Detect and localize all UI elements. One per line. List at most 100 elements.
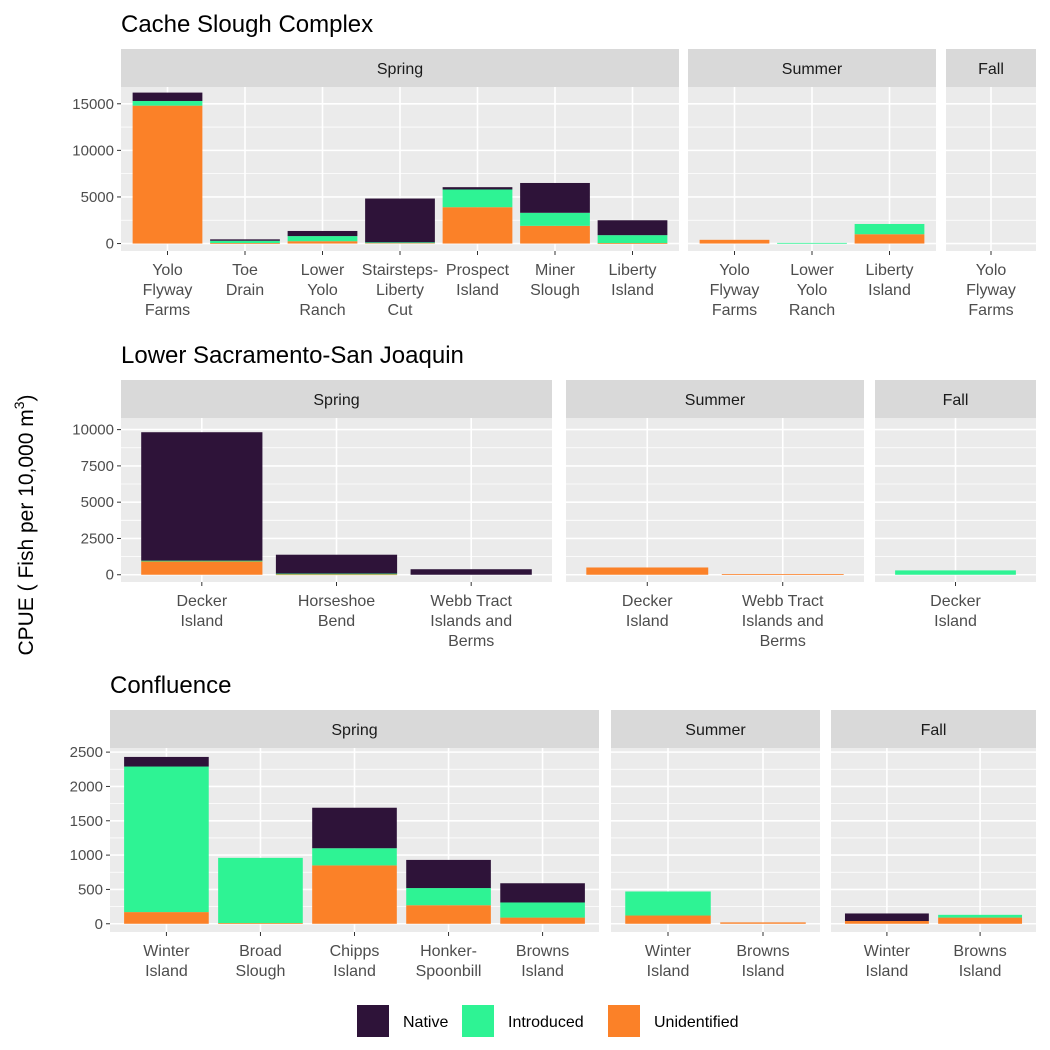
y-tick-label: 7500: [81, 458, 114, 475]
y-tick-label: 0: [95, 916, 103, 933]
facet-strip: [611, 710, 820, 748]
bar-segment-introduced: [854, 223, 925, 235]
x-tick-label: Decker Island: [622, 593, 673, 630]
legend-swatch-introduced: [462, 1005, 494, 1037]
x-tick-label: Webb Tract Islands and Berms: [430, 593, 512, 650]
x-tick-label: Webb Tract Islands and Berms: [742, 593, 824, 650]
y-axis-label-main: CPUE ( Fish per 10,000 m: [15, 409, 38, 655]
y-tick-label: 5000: [81, 494, 114, 511]
bar-segment-unidentified: [938, 917, 1023, 924]
x-tick-label: Decker Island: [176, 593, 227, 630]
bar-segment-introduced: [132, 100, 203, 106]
bar-segment-introduced: [625, 891, 711, 916]
y-tick-label: 5000: [81, 189, 114, 206]
bar-segment-unidentified: [721, 574, 844, 575]
x-tick-label: Yolo Flyway Farms: [143, 262, 193, 319]
legend-label-unidentified: Unidentified: [654, 1014, 739, 1031]
bar-segment-unidentified: [287, 241, 358, 244]
facet-strip: [121, 49, 679, 87]
bar-segment-unidentified: [275, 574, 398, 576]
bar-segment-introduced: [442, 189, 513, 208]
x-tick-label: Browns Island: [736, 943, 789, 980]
bar-segment-unidentified: [442, 207, 513, 244]
facet-fall: Fall Winter Island Browns Island: [831, 710, 1036, 980]
bar-segment-unidentified: [854, 234, 925, 244]
facet-strip-label: Summer: [782, 61, 843, 78]
bar-segment-native: [132, 92, 203, 101]
bar-segment-native: [410, 569, 532, 575]
x-tick-label: Yolo Flyway Farms: [710, 262, 760, 319]
y-tick-label: 1000: [70, 847, 103, 864]
bar-segment-introduced: [124, 766, 209, 913]
bar-segment-unidentified: [132, 105, 203, 244]
legend-swatch-native: [357, 1005, 389, 1037]
facet-strip-label: Fall: [978, 61, 1004, 78]
bar-segment-introduced: [210, 240, 280, 244]
bar-segment-native: [844, 913, 929, 922]
panel-title: Confluence: [110, 672, 231, 699]
facet-strip-label: Fall: [943, 392, 969, 409]
bar-segment-unidentified: [720, 922, 806, 924]
facet-strip-label: Spring: [313, 392, 359, 409]
bar-segment-native: [406, 859, 491, 889]
x-tick-label: Lower Yolo Ranch: [299, 262, 345, 319]
bar-segment-introduced: [777, 242, 847, 244]
x-tick-label: Stairsteps-Liberty Cut: [362, 262, 438, 319]
x-tick-label: Toe Drain: [226, 262, 264, 299]
x-tick-label: Lower Yolo Ranch: [789, 262, 835, 319]
y-tick-label: 2500: [81, 530, 114, 547]
facet-strip: [946, 49, 1036, 87]
facet-fall: Fall Yolo Flyway Farms: [946, 49, 1036, 319]
x-tick-label: Browns Island: [953, 943, 1006, 980]
x-tick-label: Winter Island: [864, 943, 911, 980]
facet-strip-label: Fall: [921, 722, 947, 739]
facet-strip: [121, 380, 552, 418]
facet-spring: Spring Yolo Flyway Farms Toe Drain Lower Yolo Ra…: [121, 49, 679, 319]
facet-summer: Summer Yolo Flyway Farms Lower Yolo Ranch Liber…: [688, 49, 936, 319]
bar-segment-unidentified: [210, 243, 280, 244]
x-tick-label: Liberty Island: [608, 262, 656, 299]
bar-segment-introduced: [520, 212, 590, 226]
y-tick-label: 0: [106, 567, 114, 584]
legend-label-native: Native: [403, 1014, 448, 1031]
bar-segment-unidentified: [141, 560, 263, 575]
bar-segment-unidentified: [124, 912, 209, 924]
y-tick-label: 2000: [70, 778, 103, 795]
facet-fall: Fall Decker Island: [875, 380, 1036, 630]
chart-panels: Cache Slough Complex050001000015000Sprin…: [70, 11, 1036, 980]
y-tick-label: 10000: [72, 142, 114, 159]
bar-segment-native: [312, 807, 397, 849]
bar-segment-introduced: [275, 573, 398, 575]
x-tick-label: Broad Slough: [236, 943, 286, 980]
bar-segment-native: [442, 187, 513, 190]
x-tick-label: Chipps Island: [330, 943, 380, 980]
bar-segment-native: [210, 239, 280, 241]
x-tick-label: Decker Island: [930, 593, 981, 630]
bar-segment-unidentified: [500, 917, 585, 924]
bar-segment-introduced: [365, 242, 435, 244]
y-axis-label-close: ): [15, 394, 38, 401]
x-tick-label: Horseshoe Bend: [298, 593, 375, 630]
legend: Native Introduced Unidentified: [357, 1005, 739, 1037]
bar-segment-introduced: [406, 888, 491, 906]
x-tick-label: Yolo Flyway Farms: [966, 262, 1016, 319]
bar-segment-introduced: [312, 848, 397, 866]
facet-summer: Summer Decker Island Webb Tract Islands and B…: [566, 380, 864, 650]
facet-summer: Summer Winter Island Browns Island: [611, 710, 820, 980]
y-tick-label: 10000: [72, 422, 114, 439]
facet-strip-label: Spring: [331, 722, 377, 739]
panel-title: Lower Sacramento-San Joaquin: [121, 342, 464, 369]
facet-strip: [688, 49, 936, 87]
facet-plot-area: [831, 748, 1036, 932]
bar-segment-unidentified: [406, 905, 491, 924]
facet-strip-label: Spring: [377, 61, 423, 78]
x-tick-label: Winter Island: [143, 943, 190, 980]
x-tick-label: Honker-Spoonbill: [416, 943, 482, 980]
bar-segment-introduced: [141, 560, 263, 562]
bar-segment-native: [141, 432, 263, 561]
facet-spring: Spring Winter Island Broad Slough Chipps Islan…: [110, 710, 599, 980]
bar-segment-unidentified: [218, 923, 303, 924]
y-tick-label: 15000: [72, 96, 114, 113]
bar-segment-unidentified: [625, 915, 711, 924]
